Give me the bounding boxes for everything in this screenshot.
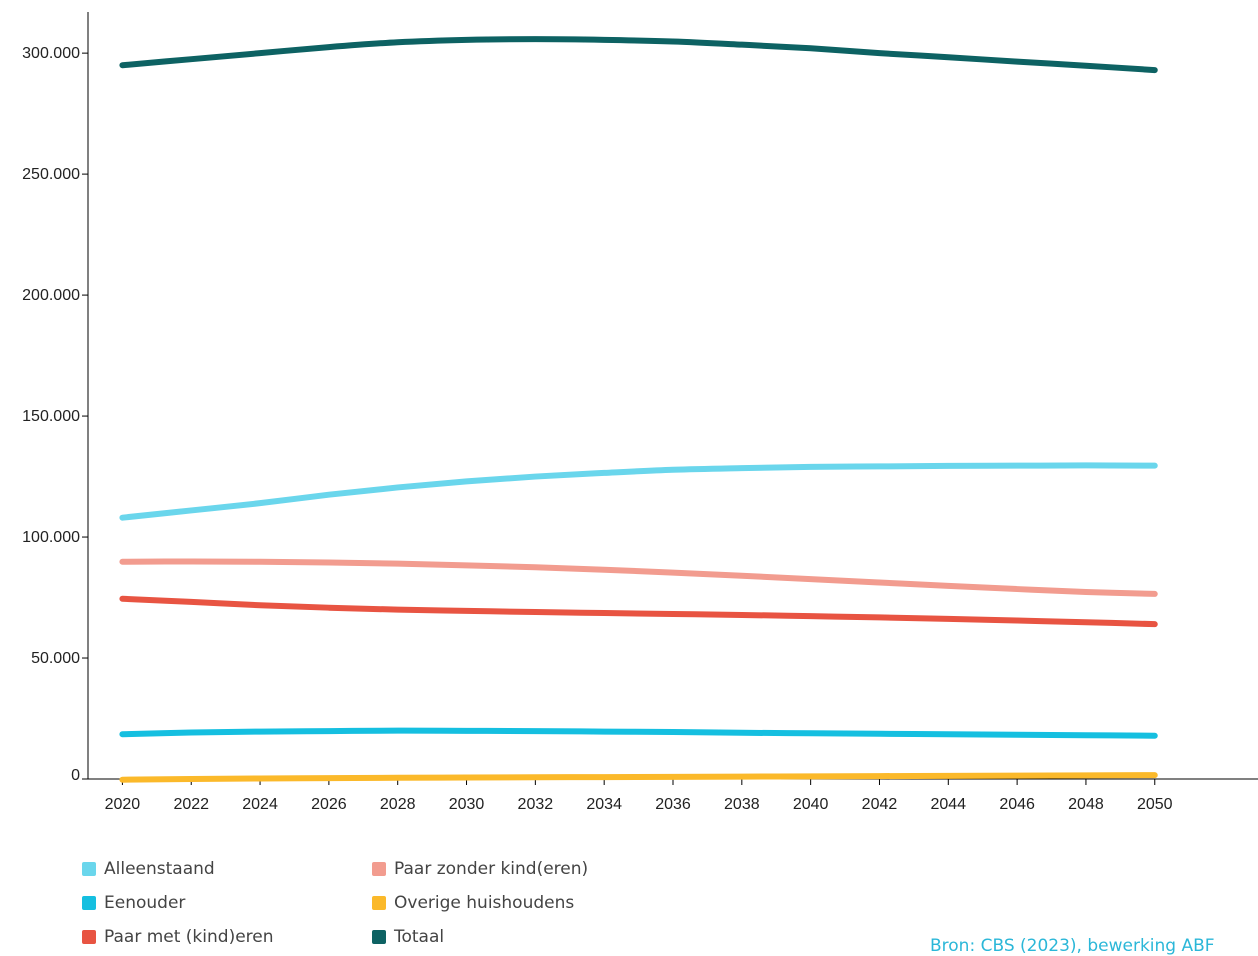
x-tick-label: 2020 [105,796,141,813]
x-tick-label: 2048 [1068,796,1104,813]
legend-swatch [82,930,96,944]
legend-label: Totaal [394,927,445,947]
legend-label: Paar met (kind)eren [104,927,274,947]
series-line-paar-met-kind-eren[interactable] [119,595,1158,628]
series-lines [119,36,1158,783]
x-tick-label: 2042 [862,796,898,813]
y-axis-ticks: 0 50.000 100.000 150.000 200.000 250.000 300.0… [22,45,88,784]
x-tick-label: 2030 [449,796,485,813]
x-tick-label: 2044 [930,796,966,813]
series-line-alleenstaand[interactable] [119,462,1158,521]
x-tick-label: 2024 [242,796,278,813]
legend-label: Overige huishoudens [394,893,575,913]
x-tick-label: 2026 [311,796,347,813]
x-tick-label: 2028 [380,796,416,813]
series-line-paar-zonder-kind-eren[interactable] [119,558,1158,597]
x-axis-ticks: 2020 2022 2024 2026 2028 2030 2032 2034 2036 2038… [105,779,1173,813]
x-tick-label: 2034 [586,796,622,813]
legend-swatch [372,930,386,944]
y-tick-label: 50.000 [31,650,80,667]
legend-item[interactable]: Paar met (kind)eren [82,926,372,948]
legend-item[interactable]: Totaal [372,926,632,948]
legend-item[interactable]: Paar zonder kind(eren) [372,858,632,880]
y-tick-label: 300.000 [22,45,80,62]
legend-swatch [372,896,386,910]
line-chart: 0 50.000 100.000 150.000 200.000 250.000 300.0… [22,12,1258,813]
series-line-overige-huishoudens[interactable] [119,772,1158,783]
x-tick-label: 2032 [518,796,554,813]
series-line-totaal[interactable] [119,36,1158,74]
x-tick-label: 2046 [999,796,1035,813]
y-tick-label: 100.000 [22,529,80,546]
source-text[interactable]: Bron: CBS (2023), bewerking ABF [930,936,1215,956]
x-tick-label: 2040 [793,796,829,813]
legend-item[interactable]: Alleenstaand [82,858,372,880]
legend-label: Paar zonder kind(eren) [394,859,589,879]
x-tick-label: 2022 [173,796,209,813]
x-tick-label: 2038 [724,796,760,813]
legend-swatch [372,862,386,876]
legend-item[interactable]: Overige huishoudens [372,892,632,914]
legend-item[interactable]: Eenouder [82,892,372,914]
legend-swatch [82,862,96,876]
legend-label: Eenouder [104,893,186,913]
series-line-eenouder[interactable] [119,727,1158,739]
legend-swatch [82,896,96,910]
x-tick-label: 2050 [1137,796,1173,813]
x-tick-label: 2036 [655,796,691,813]
y-tick-label: 200.000 [22,287,80,304]
y-tick-label: 0 [71,767,80,784]
legend: Alleenstaand Paar zonder kind(eren) Eenoud… [82,858,632,948]
legend-label: Alleenstaand [104,859,215,879]
y-tick-label: 250.000 [22,166,80,183]
y-tick-label: 150.000 [22,408,80,425]
